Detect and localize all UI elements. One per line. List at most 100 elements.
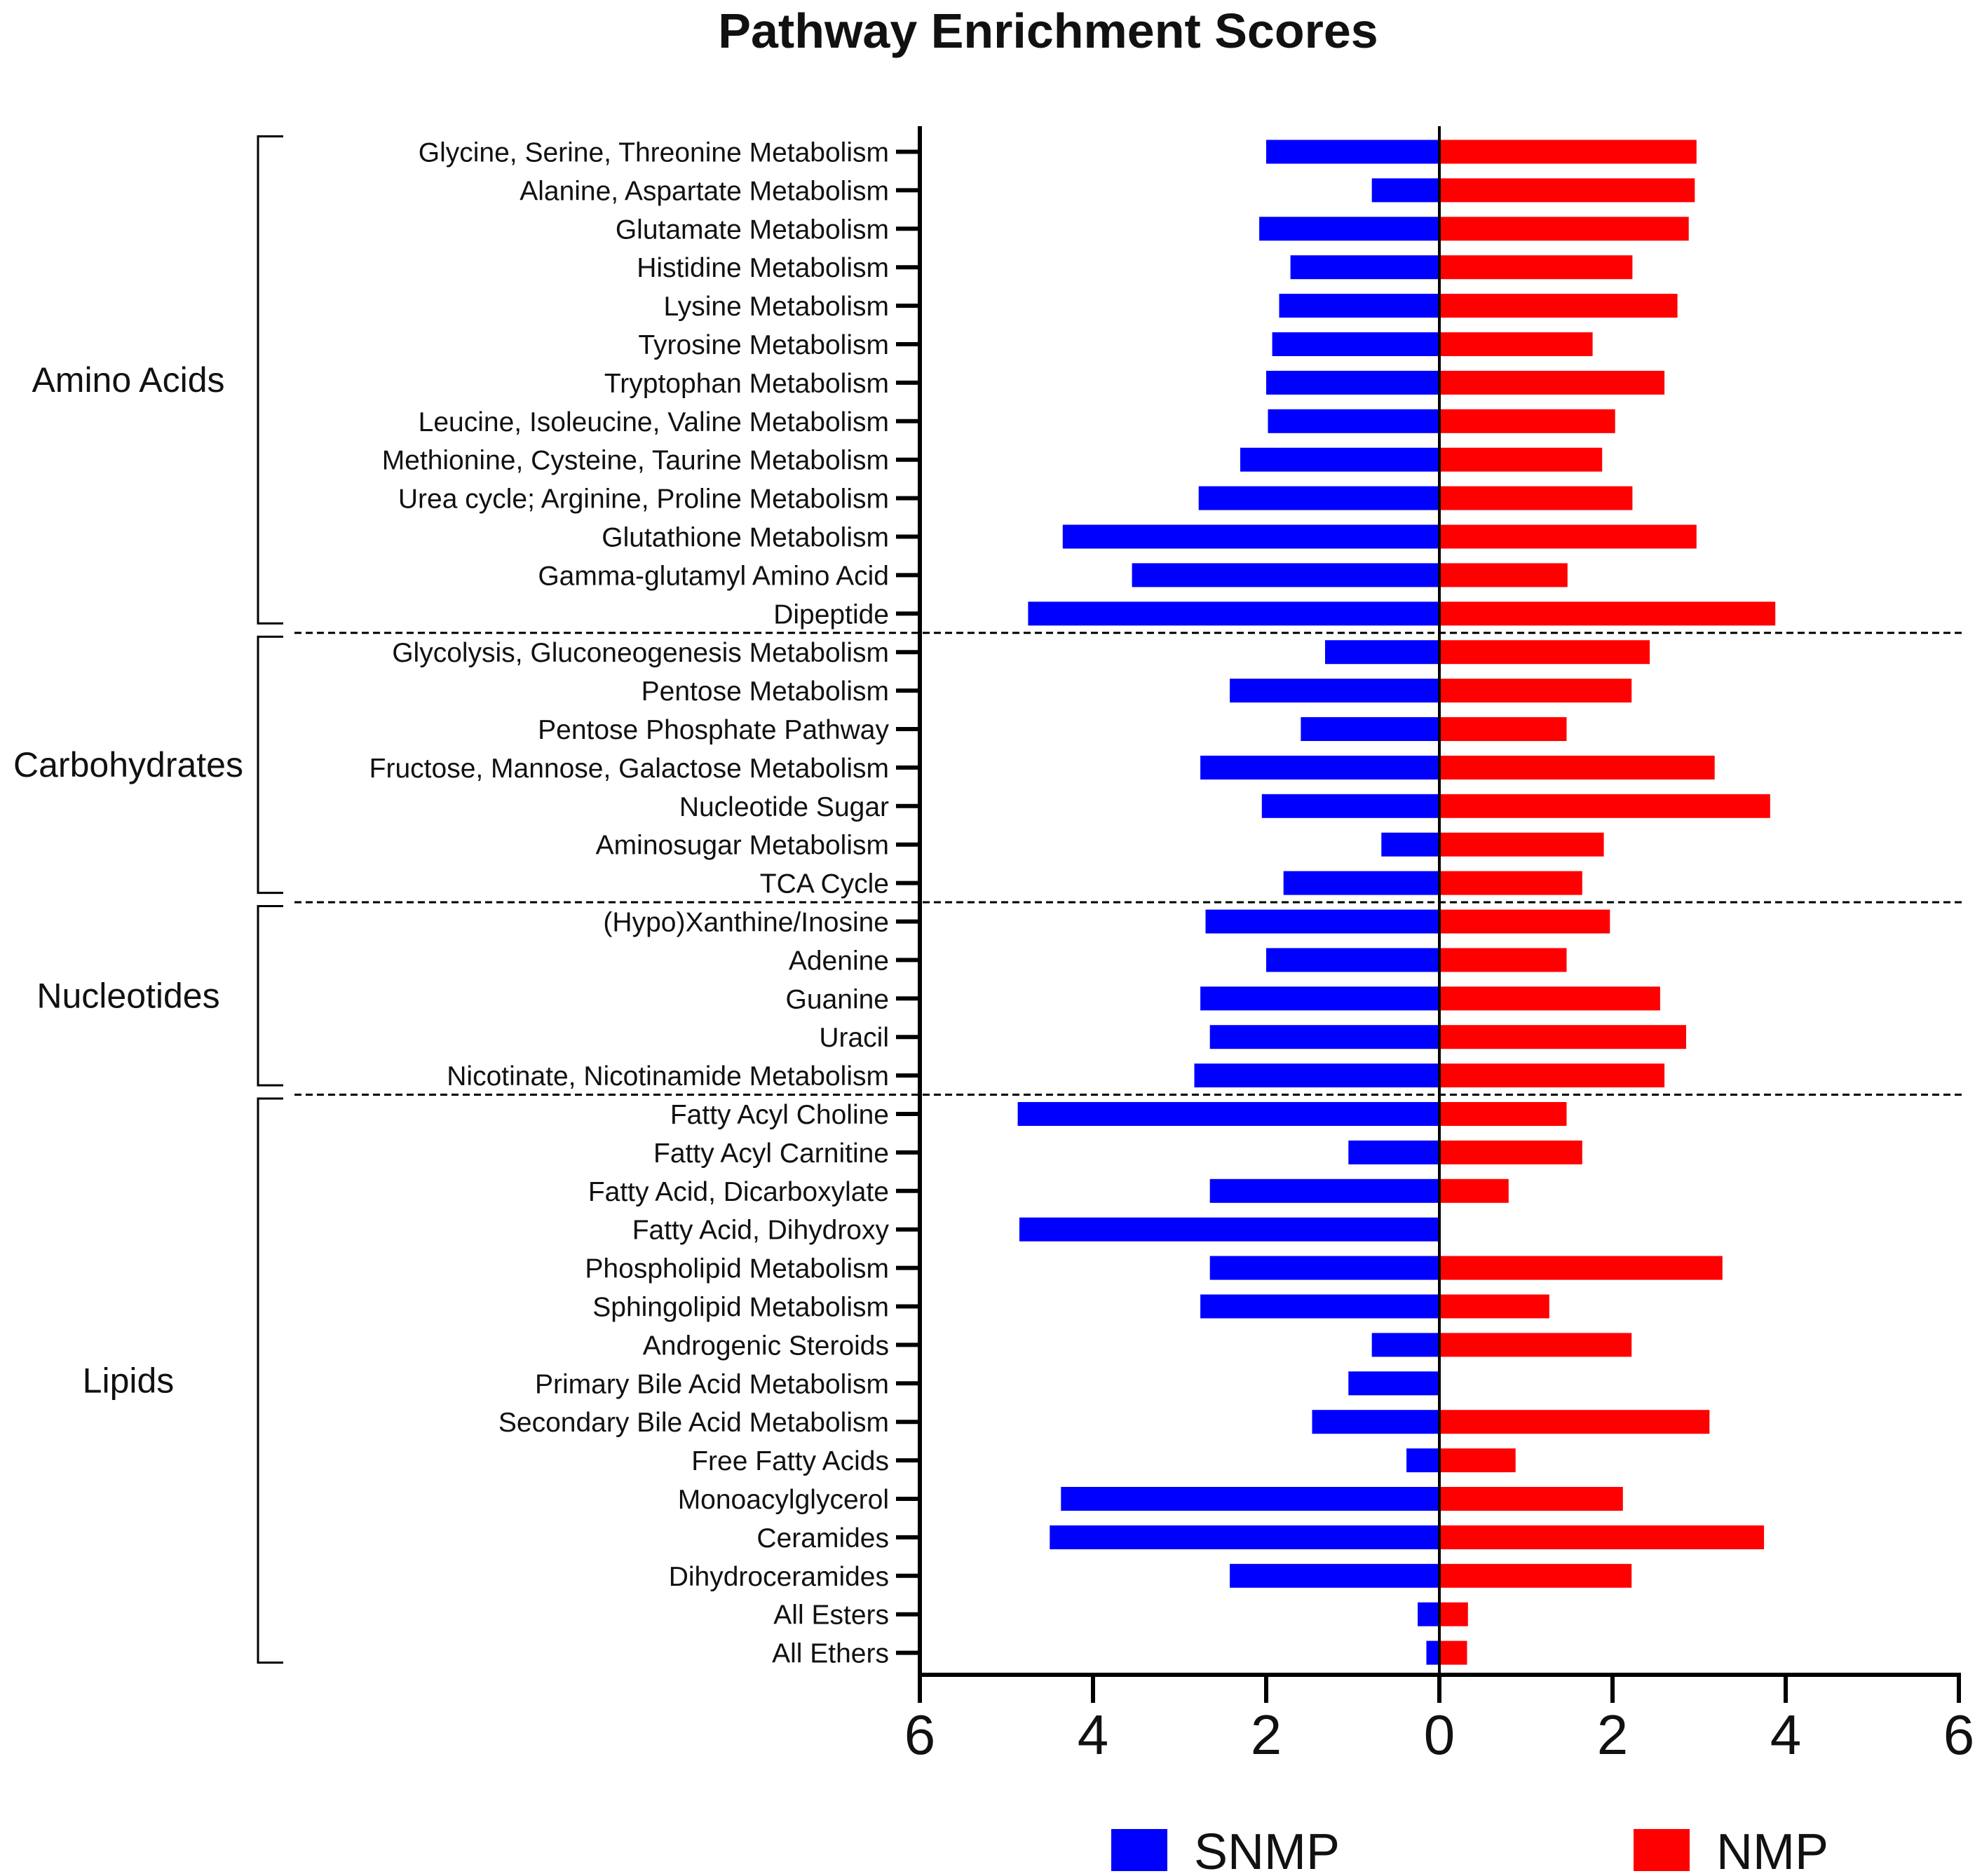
bar-nmp-pentose-metabolism (1439, 679, 1632, 703)
bar-nmp-fructose-mannose-galactose-metabolism (1439, 755, 1715, 780)
bar-snmp-methionine-cysteine-taurine-metabolism (1240, 447, 1439, 472)
bar-snmp-tryptophan-metabolism (1266, 370, 1439, 395)
category-label: Fatty Acid, Dicarboxylate (588, 1177, 889, 1207)
x-tick-label: 4 (1770, 1704, 1802, 1766)
x-tick-label: 2 (1597, 1704, 1629, 1766)
group-label-nucleotides: Nucleotides (36, 976, 219, 1015)
bar-snmp-pentose-metabolism (1230, 679, 1439, 703)
bar-nmp-uracil (1439, 1025, 1686, 1049)
category-label: Androgenic Steroids (643, 1331, 889, 1361)
x-tick-label: 2 (1251, 1704, 1282, 1766)
bar-snmp-fatty-acid-dihydroxy (1019, 1217, 1439, 1242)
bar-nmp-dipeptide (1439, 601, 1776, 626)
bars-layer (1017, 140, 1776, 1665)
x-tick-label: 6 (1943, 1704, 1975, 1766)
bar-snmp-free-fatty-acids (1406, 1448, 1439, 1473)
bar-snmp-dihydroceramides (1230, 1563, 1439, 1588)
x-tick-label: 6 (904, 1704, 936, 1766)
bar-nmp-secondary-bile-acid-metabolism (1439, 1410, 1710, 1434)
bar-snmp-lysine-metabolism (1279, 294, 1439, 318)
bar-snmp-histidine-metabolism (1290, 255, 1439, 280)
bar-nmp-fatty-acid-dicarboxylate (1439, 1178, 1509, 1203)
group-label-amino-acids: Amino Acids (32, 360, 224, 400)
x-tick-label: 0 (1424, 1704, 1455, 1766)
category-label: Dihydroceramides (669, 1562, 889, 1592)
category-label: Fatty Acyl Choline (670, 1100, 889, 1130)
bar-nmp-alanine-aspartate-metabolism (1439, 178, 1695, 203)
category-label: Alanine, Aspartate Metabolism (520, 176, 889, 206)
x-tick-label: 4 (1078, 1704, 1109, 1766)
bar-snmp-dipeptide (1028, 601, 1439, 626)
category-label: Pentose Phosphate Pathway (538, 715, 889, 745)
category-label: Aminosugar Metabolism (596, 831, 889, 861)
bar-nmp-hypo-xanthine-inosine (1439, 909, 1610, 934)
category-label: Tyrosine Metabolism (638, 330, 889, 360)
bar-nmp-tyrosine-metabolism (1439, 332, 1593, 356)
bar-snmp-fatty-acyl-carnitine (1348, 1140, 1439, 1164)
bar-nmp-glycine-serine-threonine-metabolism (1439, 140, 1697, 164)
bar-snmp-phospholipid-metabolism (1209, 1256, 1439, 1280)
category-label: Fatty Acyl Carnitine (653, 1138, 889, 1169)
category-label: Phospholipid Metabolism (585, 1254, 889, 1284)
bar-snmp-glycine-serine-threonine-metabolism (1266, 140, 1439, 164)
bar-nmp-tryptophan-metabolism (1439, 370, 1665, 395)
category-label: Monoacylglycerol (678, 1485, 889, 1515)
category-label: Nicotinate, Nicotinamide Metabolism (447, 1061, 889, 1092)
group-brackets: Amino Acids Carbohydrates Nucleotides Lipid… (13, 135, 1963, 1664)
category-label: (Hypo)Xanthine/Inosine (603, 908, 889, 938)
bar-snmp-nicotinate-nicotinamide-metabolism (1194, 1063, 1439, 1088)
bar-nmp-nicotinate-nicotinamide-metabolism (1439, 1063, 1665, 1088)
bar-nmp-tca-cycle (1439, 871, 1582, 895)
category-label: Dipeptide (773, 599, 889, 630)
category-label: Guanine (786, 984, 889, 1014)
bar-nmp-nucleotide-sugar (1439, 794, 1770, 818)
category-label: Glutathione Metabolism (602, 523, 889, 553)
category-label: TCA Cycle (760, 869, 889, 899)
bar-snmp-primary-bile-acid-metabolism (1348, 1371, 1439, 1396)
bar-nmp-urea-cycle-arginine-proline-metabolism (1439, 486, 1633, 510)
bar-snmp-tca-cycle (1283, 871, 1439, 895)
bar-snmp-glutamate-metabolism (1259, 217, 1439, 241)
bar-snmp-adenine (1266, 948, 1439, 972)
bar-snmp-urea-cycle-arginine-proline-metabolism (1198, 486, 1439, 510)
bar-nmp-methionine-cysteine-taurine-metabolism (1439, 447, 1603, 472)
group-bracket-lipids (257, 1097, 283, 1664)
category-label: Leucine, Isoleucine, Valine Metabolism (419, 407, 889, 437)
bar-snmp-monoacylglycerol (1061, 1487, 1439, 1511)
category-label: Nucleotide Sugar (679, 792, 889, 822)
group-bracket-carbohydrates (257, 635, 283, 895)
category-label: Uracil (819, 1023, 889, 1053)
category-label: Gamma-glutamyl Amino Acid (538, 561, 889, 591)
category-label: Secondary Bile Acid Metabolism (498, 1408, 889, 1438)
bar-nmp-fatty-acyl-carnitine (1439, 1140, 1582, 1164)
bar-nmp-fatty-acyl-choline (1439, 1102, 1567, 1126)
bar-nmp-lysine-metabolism (1439, 294, 1678, 318)
category-label: Pentose Metabolism (642, 677, 889, 707)
bar-nmp-sphingolipid-metabolism (1439, 1294, 1549, 1319)
category-label: Methionine, Cysteine, Taurine Metabolism (382, 446, 889, 476)
bar-nmp-glutathione-metabolism (1439, 524, 1697, 549)
bar-snmp-all-esters (1418, 1602, 1439, 1626)
category-label: Free Fatty Acids (691, 1446, 889, 1476)
bar-snmp-glycolysis-gluconeogenesis-metabolism (1325, 640, 1439, 665)
axis-layer: 6 4 2 0 2 4 6 (896, 126, 1974, 1766)
category-label: Urea cycle; Arginine, Proline Metabolism (398, 484, 889, 515)
legend: SNMP NMP (1111, 1824, 1828, 1876)
group-label-lipids: Lipids (83, 1361, 175, 1400)
bar-snmp-pentose-phosphate-pathway (1301, 717, 1439, 741)
group-label-carbohydrates: Carbohydrates (13, 745, 243, 784)
bar-snmp-nucleotide-sugar (1261, 794, 1439, 818)
bar-snmp-alanine-aspartate-metabolism (1371, 178, 1439, 203)
category-label: All Esters (773, 1600, 889, 1631)
category-label: Fructose, Mannose, Galactose Metabolism (369, 754, 889, 784)
category-label: Sphingolipid Metabolism (592, 1293, 889, 1323)
bar-nmp-free-fatty-acids (1439, 1448, 1516, 1473)
category-label: Adenine (789, 946, 889, 976)
bar-snmp-fructose-mannose-galactose-metabolism (1200, 755, 1439, 780)
bar-nmp-all-ethers (1439, 1640, 1467, 1665)
bar-nmp-gamma-glutamyl-amino-acid (1439, 563, 1568, 587)
group-bracket-nucleotides (257, 905, 283, 1087)
bar-nmp-ceramides (1439, 1525, 1765, 1549)
category-label: Ceramides (756, 1523, 889, 1554)
